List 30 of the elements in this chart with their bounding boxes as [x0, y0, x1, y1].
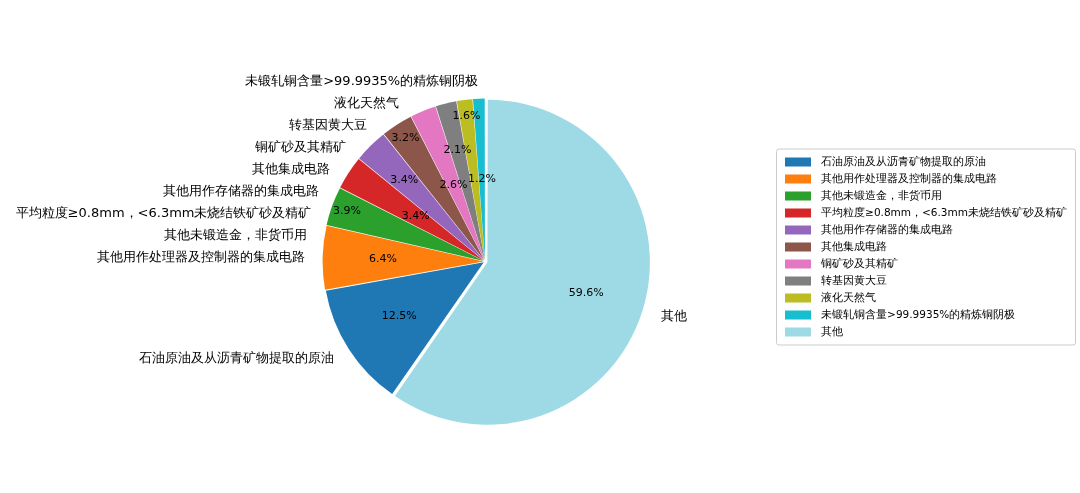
- legend-label: 其他集成电路: [821, 239, 888, 254]
- category-label: 平均粒度≥0.8mm，<6.3mm未烧结铁矿砂及精矿: [15, 205, 312, 220]
- data-label: 3.9%: [333, 204, 361, 218]
- category-label: 其他未锻造金，非货币用: [163, 227, 307, 242]
- legend-label: 铜矿砂及其精矿: [821, 256, 899, 271]
- slice-label: 石油原油及从沥青矿物提取的原油: [138, 350, 334, 366]
- category-label: 其他集成电路: [252, 161, 331, 176]
- data-label: 3.2%: [391, 130, 420, 144]
- data-label: 3.4%: [390, 172, 419, 186]
- legend-label: 转基因黄大豆: [821, 273, 888, 288]
- slice-label: 其他: [660, 307, 687, 323]
- category-label: 转基因黄大豆: [288, 117, 367, 132]
- slice-label: 未锻轧铜含量>99.9935%的精炼铜阴极: [245, 73, 479, 88]
- category-label: 液化天然气: [333, 95, 399, 110]
- data-label: 12.5%: [381, 309, 417, 323]
- legend-label: 液化天然气: [821, 290, 877, 305]
- legend-label: 其他用作存储器的集成电路: [821, 222, 954, 237]
- data-label: 3.4%: [401, 209, 430, 223]
- legend-label: 其他: [821, 324, 844, 339]
- category-label: 其他用作存储器的集成电路: [163, 183, 320, 198]
- slice-label: 其他用作处理器及控制器的集成电路: [97, 249, 306, 264]
- category-label: 铜矿砂及其精矿: [254, 139, 346, 154]
- data-label: 2.6%: [439, 177, 468, 191]
- legend-label: 平均粒度≥0.8mm，<6.3mm未烧结铁矿砂及精矿: [821, 205, 1067, 220]
- data-label: 59.6%: [568, 286, 604, 300]
- legend-label: 石油原油及从沥青矿物提取的原油: [821, 154, 987, 169]
- legend-label: 未锻轧铜含量>99.9935%的精炼铜阴极: [821, 307, 1016, 322]
- legend-label: 其他用作处理器及控制器的集成电路: [821, 171, 998, 186]
- data-label: 6.4%: [369, 251, 397, 265]
- legend-label: 其他未锻造金，非货币用: [821, 188, 943, 203]
